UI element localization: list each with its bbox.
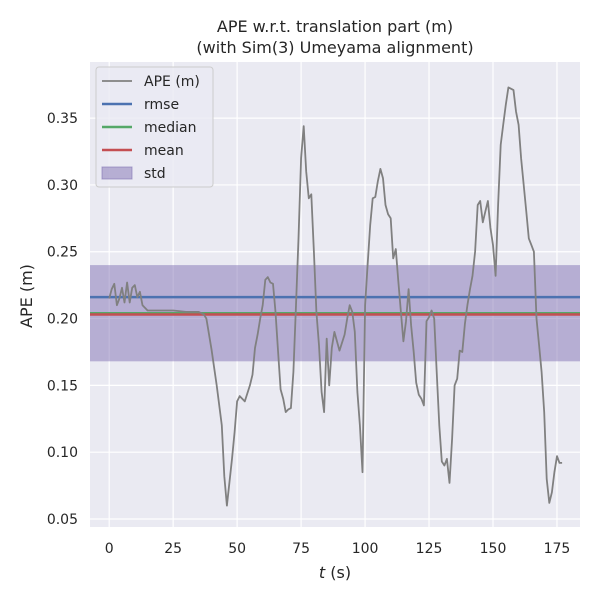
grid-lines xyxy=(90,62,580,527)
legend-label-mean: mean xyxy=(144,143,184,159)
x-tick-label: 75 xyxy=(292,541,310,557)
x-tick-label: 100 xyxy=(352,541,379,557)
y-tick-label: 0.15 xyxy=(47,378,78,394)
legend-label-median: median xyxy=(144,120,196,136)
x-tick-label: 125 xyxy=(416,541,443,557)
y-tick-labels: 0.05 0.10 0.15 0.20 0.25 0.30 0.35 xyxy=(47,111,78,528)
legend-frame xyxy=(95,66,214,188)
x-tick-label: 175 xyxy=(544,541,571,557)
y-axis-label: APE (m) xyxy=(17,264,36,328)
y-tick-label: 0.30 xyxy=(47,178,78,194)
legend-label-rmse: rmse xyxy=(144,97,179,113)
x-tick-label: 0 xyxy=(105,541,114,557)
y-tick-label: 0.25 xyxy=(47,245,78,261)
x-tick-label: 25 xyxy=(164,541,182,557)
y-tick-label: 0.10 xyxy=(47,445,78,461)
y-tick-label: 0.35 xyxy=(47,111,78,127)
x-axis-label: t (s) xyxy=(319,563,351,582)
chart-title-line1: APE w.r.t. translation part (m) xyxy=(217,17,453,36)
legend-label-std_fill: std xyxy=(144,166,166,182)
x-axis-label-unit: (s) xyxy=(325,563,351,582)
ape-line xyxy=(108,86,563,507)
x-tick-labels: 0 25 50 75 100 125 150 175 xyxy=(105,541,571,557)
y-tick-label: 0.05 xyxy=(47,512,78,528)
legend-label-ape: APE (m) xyxy=(144,74,200,90)
legend: APE (m) rmse median mean std xyxy=(95,66,214,188)
x-tick-label: 150 xyxy=(480,541,507,557)
legend-swatch-std_fill xyxy=(101,166,133,180)
chart-title-line2: (with Sim(3) Umeyama alignment) xyxy=(196,38,473,57)
x-tick-label: 50 xyxy=(228,541,246,557)
y-tick-label: 0.20 xyxy=(47,312,78,328)
x-axis-label-var: t xyxy=(319,563,326,582)
